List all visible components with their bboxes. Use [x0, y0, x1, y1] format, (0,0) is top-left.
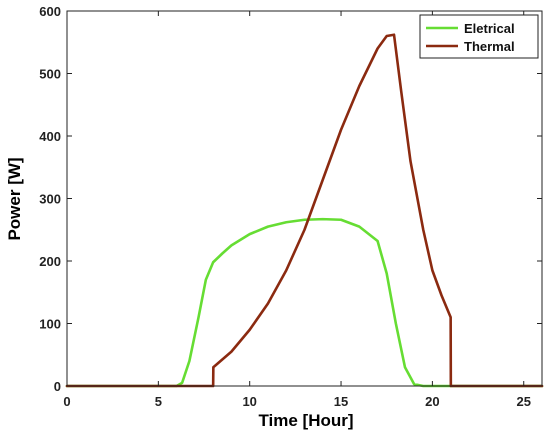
y-axis-label: Power [W]: [5, 157, 24, 240]
legend-label-eletrical: Eletrical: [464, 21, 515, 36]
legend: Eletrical Thermal: [419, 14, 539, 59]
x-tick-label: 15: [334, 394, 348, 409]
x-tick-label: 10: [242, 394, 256, 409]
x-tick-label: 5: [155, 394, 162, 409]
x-tick-label: 0: [63, 394, 70, 409]
series-line-thermal: [65, 33, 544, 388]
x-tick-label: 20: [425, 394, 439, 409]
y-tick-label: 500: [39, 67, 61, 82]
plot-area: [67, 11, 542, 386]
y-tick-label: 200: [39, 254, 61, 269]
legend-box: [419, 14, 539, 59]
y-tick-label: 400: [39, 129, 61, 144]
series-line-eletrical: [65, 217, 544, 388]
x-tick-label: 25: [516, 394, 530, 409]
y-tick-label: 300: [39, 192, 61, 207]
y-tick-label: 100: [39, 317, 61, 332]
y-tick-label: 0: [54, 379, 61, 394]
y-tick-label: 600: [39, 4, 61, 19]
legend-label-thermal: Thermal: [464, 39, 515, 54]
x-axis-label: Time [Hour]: [258, 411, 353, 430]
